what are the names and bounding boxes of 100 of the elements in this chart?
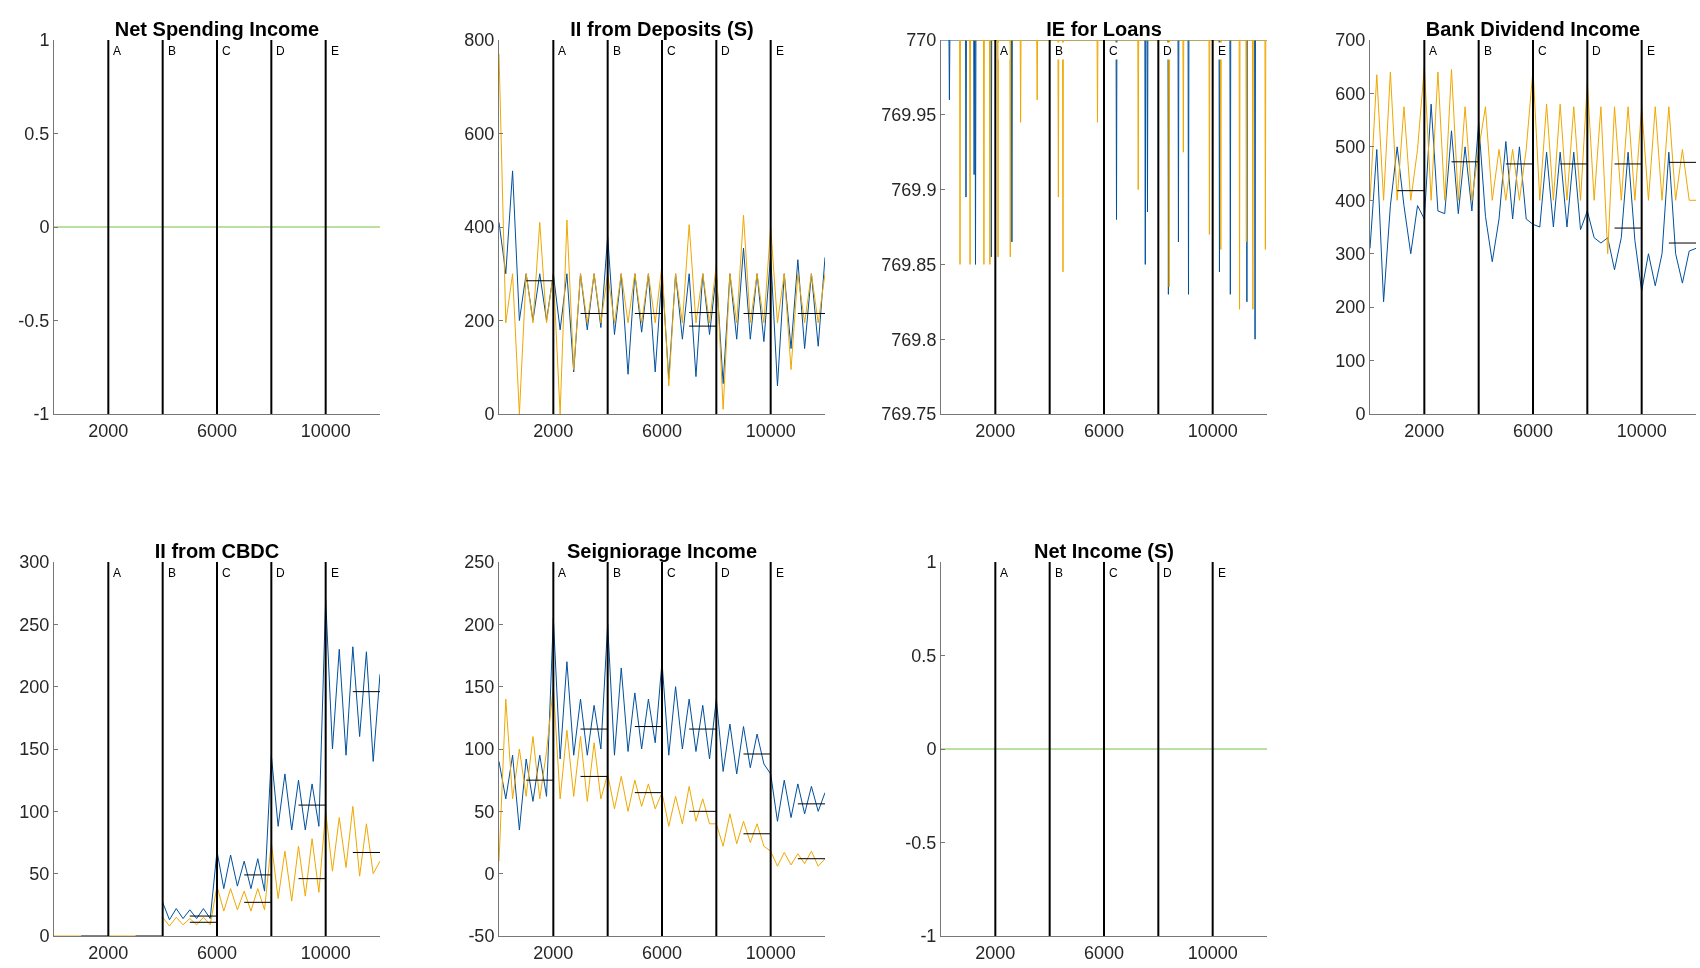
y-tick-label: 1 — [926, 552, 937, 573]
y-tick-label: -50 — [468, 926, 495, 947]
y-tick-label: 100 — [464, 739, 495, 760]
ref-line-label: E — [331, 44, 340, 58]
y-tick-label: 400 — [464, 217, 495, 238]
y-tick-label: 0 — [1355, 404, 1366, 425]
x-tick-label: 2000 — [1404, 420, 1445, 441]
y-tick-label: 0 — [39, 926, 50, 947]
ref-line-label: B — [1055, 566, 1064, 580]
y-tick-label: 769.9 — [891, 179, 937, 200]
y-tick-label: 400 — [1335, 190, 1366, 211]
y-tick-label: -1 — [33, 404, 50, 425]
x-tick-label: 6000 — [641, 942, 683, 963]
y-tick-label: 50 — [474, 801, 495, 822]
x-tick-label: 2000 — [88, 420, 129, 441]
y-tick-label: -1 — [920, 926, 937, 947]
x-tick-label: 6000 — [1083, 942, 1125, 963]
ref-line-label: A — [113, 566, 122, 580]
x-tick-label: 6000 — [196, 420, 238, 441]
y-tick-label: 770 — [906, 30, 937, 51]
ref-line-label: B — [613, 44, 622, 58]
y-tick-label: 1 — [39, 30, 50, 51]
ref-line-label: E — [1218, 566, 1227, 580]
y-tick-label: 250 — [19, 614, 50, 635]
y-tick-label: 50 — [29, 863, 50, 884]
ref-line-label: A — [558, 566, 567, 580]
y-tick-label: 0.5 — [911, 645, 937, 666]
ref-line-label: C — [1109, 566, 1118, 580]
ref-line-label: D — [721, 566, 730, 580]
x-tick-label: 10000 — [1187, 942, 1238, 963]
y-tick-label: 800 — [464, 30, 495, 51]
ref-line-label: A — [1000, 44, 1009, 58]
x-tick-label: 6000 — [196, 942, 238, 963]
ref-line-label: C — [667, 44, 676, 58]
y-tick-label: -0.5 — [18, 310, 50, 331]
y-tick-label: 769.75 — [881, 404, 937, 425]
chart-title: II from CBDC — [154, 540, 280, 562]
y-tick-label: 200 — [464, 310, 495, 331]
x-tick-label: 2000 — [533, 942, 574, 963]
y-tick-label: 600 — [1335, 83, 1366, 104]
ref-line-label: E — [776, 44, 785, 58]
x-tick-label: 10000 — [300, 420, 351, 441]
chart-title: Bank Dividend Income — [1425, 18, 1641, 40]
y-tick-label: 769.95 — [881, 105, 937, 126]
x-tick-label: 10000 — [300, 942, 351, 963]
chart-title: II from Deposits (S) — [570, 18, 754, 40]
ref-line-label: D — [721, 44, 730, 58]
y-tick-label: 500 — [1335, 137, 1366, 158]
ref-line-label: D — [1163, 566, 1172, 580]
chart-title: Net Income (S) — [1033, 540, 1175, 562]
ref-line-label: B — [168, 566, 177, 580]
y-tick-label: 0.5 — [24, 123, 50, 144]
chart-title: Net Spending Income — [114, 18, 320, 40]
x-tick-label: 10000 — [1187, 420, 1238, 441]
ref-line-label: C — [222, 44, 231, 58]
ref-line-label: D — [1592, 44, 1601, 58]
ref-line-label: D — [1163, 44, 1172, 58]
ref-line-label: D — [276, 44, 285, 58]
y-tick-label: 300 — [19, 552, 50, 573]
y-tick-label: 100 — [19, 801, 50, 822]
x-tick-label: 6000 — [1083, 420, 1125, 441]
y-tick-label: 600 — [464, 123, 495, 144]
ref-line-label: A — [558, 44, 567, 58]
ref-line-label: E — [776, 566, 785, 580]
y-tick-label: 0 — [484, 863, 495, 884]
x-tick-label: 10000 — [745, 942, 796, 963]
ref-line-label: B — [613, 566, 622, 580]
ref-line-label: A — [113, 44, 122, 58]
y-tick-label: 200 — [19, 676, 50, 697]
y-tick-label: 250 — [464, 552, 495, 573]
ref-line-label: C — [1538, 44, 1547, 58]
y-tick-label: 769.8 — [891, 329, 937, 350]
ref-line-label: C — [222, 566, 231, 580]
line-series — [1370, 103, 1696, 303]
y-tick-label: 200 — [1335, 297, 1366, 318]
y-tick-label: 0 — [484, 404, 495, 425]
y-tick-label: 700 — [1335, 30, 1366, 51]
x-tick-label: 2000 — [533, 420, 574, 441]
y-tick-label: 150 — [464, 676, 495, 697]
ref-line-label: A — [1429, 44, 1438, 58]
ref-line-label: C — [667, 566, 676, 580]
chart-title: IE for Loans — [1046, 18, 1162, 40]
x-tick-label: 6000 — [641, 420, 683, 441]
x-tick-label: 2000 — [975, 942, 1016, 963]
ref-line-label: B — [168, 44, 177, 58]
ref-line-label: B — [1055, 44, 1064, 58]
x-tick-label: 6000 — [1512, 420, 1554, 441]
x-tick-label: 10000 — [1616, 420, 1667, 441]
ref-line-label: C — [1109, 44, 1118, 58]
y-tick-label: 100 — [1335, 350, 1366, 371]
ref-line-label: E — [1218, 44, 1227, 58]
y-tick-label: 200 — [464, 614, 495, 635]
y-tick-label: 0 — [39, 217, 50, 238]
ref-line-label: E — [1647, 44, 1656, 58]
y-tick-label: -0.5 — [905, 832, 937, 853]
y-tick-label: 769.85 — [881, 254, 937, 275]
x-tick-label: 2000 — [88, 942, 129, 963]
ref-line-label: A — [1000, 566, 1009, 580]
chart-title: Seigniorage Income — [566, 540, 758, 562]
y-tick-label: 300 — [1335, 244, 1366, 265]
